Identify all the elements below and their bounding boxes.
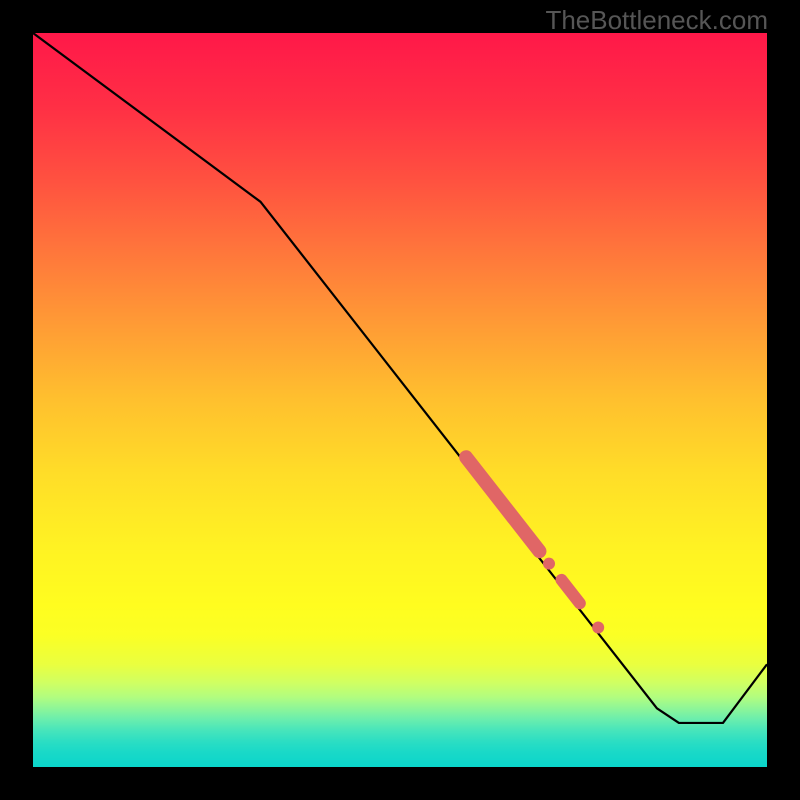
watermark-text: TheBottleneck.com [545,5,768,36]
plot-area [33,33,767,767]
chart-svg [33,33,767,767]
marker-dot-0 [543,558,555,570]
gradient-background [33,33,767,767]
marker-dot-1 [592,622,604,634]
